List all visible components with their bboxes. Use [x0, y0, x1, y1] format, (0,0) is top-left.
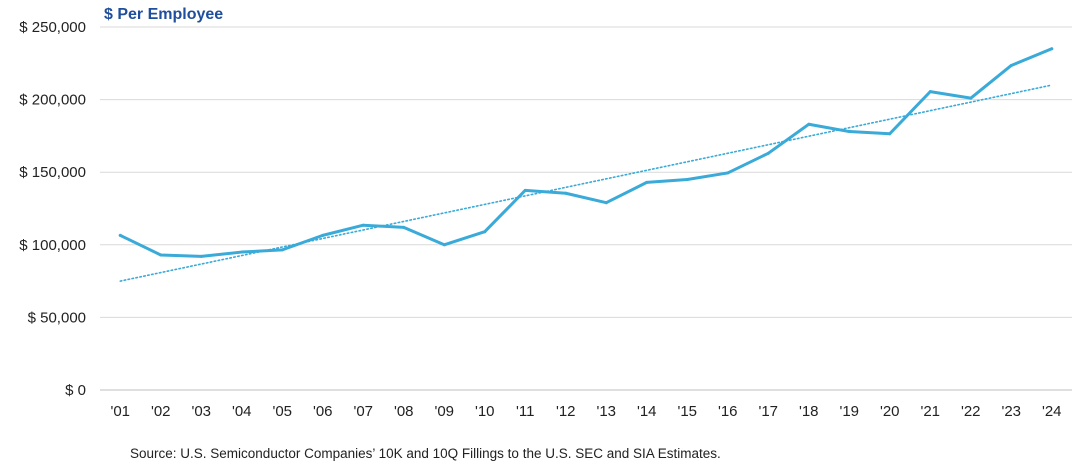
data-point — [402, 225, 406, 229]
x-tick-label: '21 — [920, 403, 940, 420]
gridlines — [100, 26, 1072, 391]
series-line-per-employee — [118, 47, 1054, 258]
data-point — [199, 254, 203, 258]
data-point — [1050, 47, 1054, 51]
x-tick-label: '07 — [353, 403, 373, 420]
y-tick-label: $ 100,000 — [19, 237, 86, 254]
x-tick-label: '08 — [394, 403, 414, 420]
x-tick-label: '16 — [718, 403, 738, 420]
x-tick-label: '03 — [191, 403, 211, 420]
y-tick-label: $ 50,000 — [28, 309, 86, 326]
data-point — [1009, 63, 1013, 67]
data-point — [321, 233, 325, 237]
y-tick-label: $ 250,000 — [19, 19, 86, 36]
data-point — [361, 223, 365, 227]
data-point — [645, 180, 649, 184]
x-tick-label: '15 — [677, 403, 697, 420]
x-tick-label: '10 — [475, 403, 495, 420]
data-point — [118, 233, 122, 237]
y-tick-label: $ 0 — [65, 382, 86, 399]
data-point — [280, 248, 284, 252]
data-point — [807, 122, 811, 126]
data-point — [442, 243, 446, 247]
x-tick-label: '02 — [151, 403, 171, 420]
chart-title: $ Per Employee — [104, 6, 224, 23]
data-point — [483, 230, 487, 234]
source-note: Source: U.S. Semiconductor Companies’ 10… — [130, 446, 721, 461]
data-point — [604, 201, 608, 205]
data-point — [928, 90, 932, 94]
x-tick-label: '13 — [596, 403, 616, 420]
y-tick-label: $ 200,000 — [19, 92, 86, 109]
data-point — [685, 177, 689, 181]
x-tick-label: '19 — [839, 403, 859, 420]
x-tick-label: '09 — [434, 403, 454, 420]
data-point — [523, 188, 527, 192]
x-tick-label: '04 — [232, 403, 252, 420]
series-group — [118, 47, 1054, 282]
data-point — [240, 250, 244, 254]
x-tick-label: '20 — [880, 403, 900, 420]
x-tick-label: '12 — [556, 403, 576, 420]
x-tick-label: '18 — [799, 403, 819, 420]
x-tick-label: '17 — [758, 403, 778, 420]
y-axis-ticks: $ 0 $ 50,000 $ 100,000 $ 150,000 $ 200,000 $ … — [19, 19, 86, 399]
x-tick-label: '06 — [313, 403, 333, 420]
data-point — [969, 96, 973, 100]
data-point — [888, 132, 892, 136]
x-tick-label: '01 — [110, 403, 130, 420]
data-point — [726, 171, 730, 175]
x-axis-ticks: '01 '02 '03 '04 '05 '06 '07 '08 '09 '10 '11 '12 '13 '… — [110, 403, 1061, 420]
data-point — [847, 130, 851, 134]
x-tick-label: '11 — [516, 403, 534, 420]
data-point — [159, 253, 163, 257]
data-point — [564, 191, 568, 195]
x-tick-label: '14 — [637, 403, 657, 420]
trend-line — [119, 84, 1053, 282]
x-tick-label: '22 — [961, 403, 981, 420]
x-tick-label: '24 — [1042, 403, 1062, 420]
y-tick-label: $ 150,000 — [19, 164, 86, 181]
data-point — [766, 151, 770, 155]
x-tick-label: '23 — [1001, 403, 1021, 420]
x-tick-label: '05 — [272, 403, 292, 420]
